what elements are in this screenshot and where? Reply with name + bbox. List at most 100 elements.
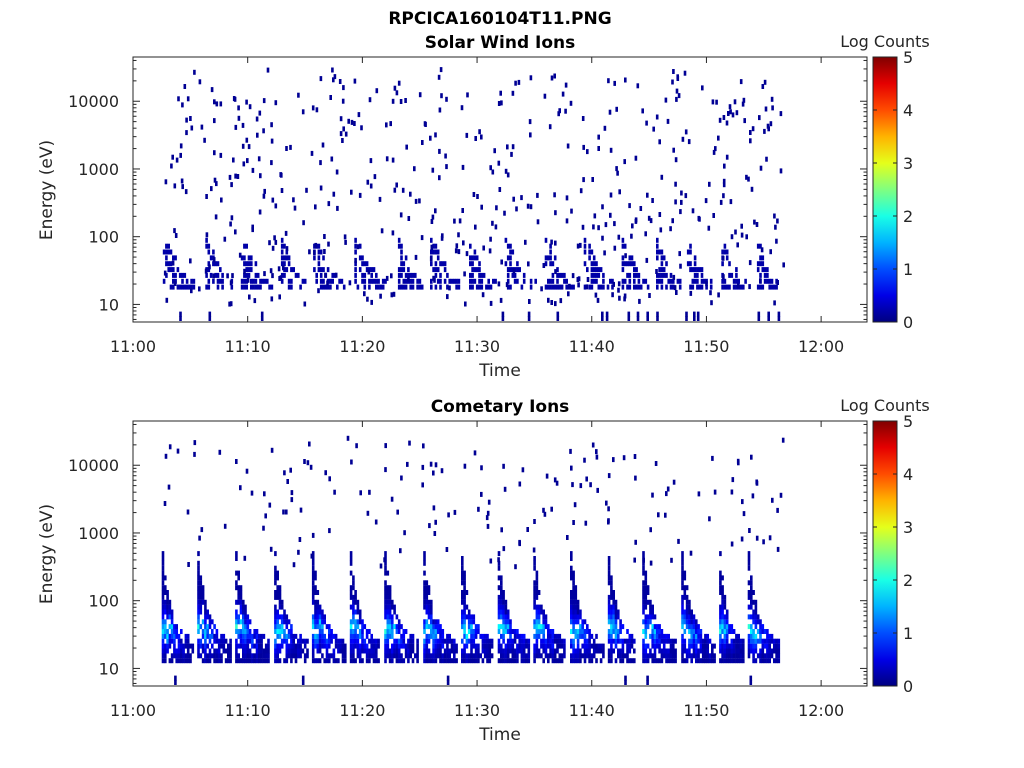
heatmap-cell bbox=[388, 648, 392, 654]
heatmap-cell bbox=[721, 643, 724, 649]
y-tick-label: 100 bbox=[88, 592, 119, 611]
heatmap-cell bbox=[481, 638, 485, 644]
heatmap-cell bbox=[354, 638, 357, 644]
heatmap-cell bbox=[276, 648, 279, 654]
heatmap-cell bbox=[537, 633, 541, 639]
heatmap-cell bbox=[693, 255, 697, 261]
heatmap-cell bbox=[217, 653, 221, 659]
heatmap-cell bbox=[525, 643, 528, 649]
heatmap-cell bbox=[768, 284, 771, 290]
heatmap-cell bbox=[229, 301, 233, 307]
heatmap-cell bbox=[737, 648, 740, 654]
heatmap-cell bbox=[274, 629, 277, 634]
heatmap-cell bbox=[361, 638, 364, 644]
heatmap-cell bbox=[581, 629, 584, 634]
heatmap-cell bbox=[199, 580, 203, 586]
heatmap-cell bbox=[497, 551, 501, 557]
heatmap-cell bbox=[695, 638, 698, 644]
heatmap-cell bbox=[460, 105, 464, 111]
heatmap-cell bbox=[781, 437, 785, 443]
heatmap-cell bbox=[282, 265, 285, 271]
heatmap-cell bbox=[285, 509, 288, 515]
heatmap-cell bbox=[384, 648, 387, 654]
heatmap-cell bbox=[517, 79, 521, 85]
heatmap-cell bbox=[473, 255, 477, 261]
heatmap-cell bbox=[370, 638, 373, 644]
heatmap-cell bbox=[356, 244, 360, 250]
heatmap-cell bbox=[759, 272, 762, 278]
heatmap-cell bbox=[220, 643, 223, 649]
heatmap-cell bbox=[721, 278, 724, 284]
heatmap-cell bbox=[692, 629, 696, 634]
heatmap-cell bbox=[704, 633, 707, 639]
heatmap-cell bbox=[331, 272, 334, 278]
heatmap-cell bbox=[323, 614, 326, 620]
heatmap-cell bbox=[199, 653, 203, 659]
heatmap-cell bbox=[262, 648, 266, 654]
heatmap-cell bbox=[391, 604, 394, 610]
heatmap-cell bbox=[173, 281, 177, 286]
heatmap-cell bbox=[246, 619, 250, 625]
heatmap-cell bbox=[610, 648, 613, 654]
heatmap-cell bbox=[490, 653, 494, 659]
heatmap-cell bbox=[423, 648, 426, 654]
heatmap-cell bbox=[287, 619, 291, 625]
heatmap-cell bbox=[732, 653, 736, 659]
heatmap-cell bbox=[691, 208, 695, 214]
heatmap-cell bbox=[770, 284, 774, 290]
heatmap-cell bbox=[713, 489, 717, 495]
heatmap-cell bbox=[465, 590, 469, 595]
heatmap-cell bbox=[565, 218, 569, 224]
heatmap-cell bbox=[699, 658, 703, 664]
heatmap-cell bbox=[619, 624, 622, 630]
heatmap-cell bbox=[583, 638, 587, 644]
heatmap-cell bbox=[623, 293, 627, 299]
heatmap-cell bbox=[570, 658, 573, 664]
heatmap-cell bbox=[542, 609, 545, 615]
heatmap-cell bbox=[586, 653, 589, 659]
heatmap-cell bbox=[543, 511, 547, 517]
heatmap-cell bbox=[681, 609, 684, 615]
heatmap-cell bbox=[326, 284, 330, 290]
heatmap-cell bbox=[161, 629, 165, 634]
heatmap-cell bbox=[489, 558, 493, 564]
heatmap-cell bbox=[216, 278, 220, 284]
heatmap-cell bbox=[737, 283, 740, 289]
heatmap-cell bbox=[276, 633, 279, 639]
heatmap-cell bbox=[217, 658, 221, 664]
heatmap-cell bbox=[756, 243, 760, 249]
heatmap-cell bbox=[430, 619, 433, 625]
heatmap-cell bbox=[728, 624, 731, 630]
heatmap-cell bbox=[574, 590, 578, 595]
heatmap-cell bbox=[603, 250, 606, 256]
heatmap-cell bbox=[375, 643, 378, 649]
heatmap-cell bbox=[311, 643, 315, 649]
heatmap-cell bbox=[356, 643, 360, 649]
heatmap-cell bbox=[455, 643, 458, 649]
heatmap-cell bbox=[161, 580, 165, 586]
heatmap-cell bbox=[777, 643, 781, 649]
heatmap-cell bbox=[497, 557, 500, 563]
heatmap-cell bbox=[354, 237, 357, 243]
heatmap-cell bbox=[637, 284, 641, 290]
heatmap-cell bbox=[397, 272, 401, 278]
heatmap-cell bbox=[204, 609, 207, 615]
heatmap-cell bbox=[696, 284, 699, 290]
heatmap-cell bbox=[553, 477, 557, 483]
heatmap-cell bbox=[480, 278, 484, 284]
heatmap-cell bbox=[388, 604, 392, 610]
heatmap-cell bbox=[208, 638, 212, 644]
heatmap-cell bbox=[284, 230, 288, 236]
heatmap-cell bbox=[572, 570, 575, 576]
heatmap-cell bbox=[471, 255, 474, 261]
heatmap-cell bbox=[644, 599, 648, 605]
heatmap-cell bbox=[754, 609, 758, 615]
heatmap-cell bbox=[400, 243, 403, 249]
heatmap-cell bbox=[168, 633, 172, 639]
heatmap-cell bbox=[773, 658, 776, 664]
heatmap-cell bbox=[735, 638, 738, 644]
heatmap-cell bbox=[719, 609, 722, 615]
heatmap-cell bbox=[246, 648, 250, 654]
heatmap-cell bbox=[262, 658, 266, 664]
